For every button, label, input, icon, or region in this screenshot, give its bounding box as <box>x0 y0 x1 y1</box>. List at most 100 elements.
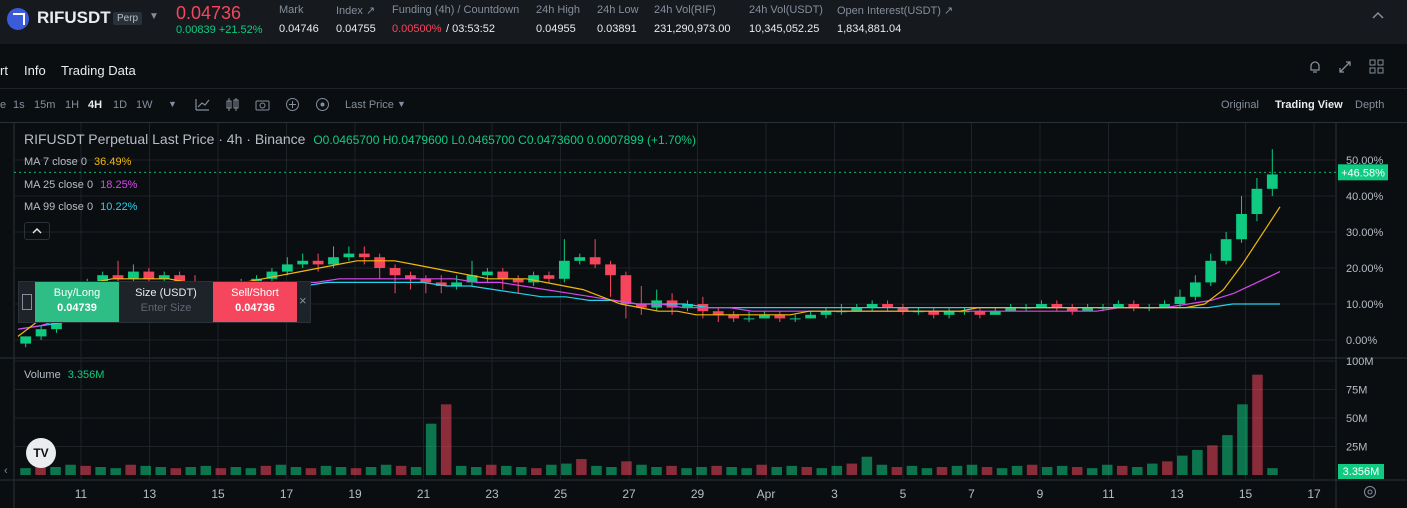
quick-order-panel: Buy/Long 0.04739 Size (USDT) Enter Size … <box>18 281 311 323</box>
candle-body <box>620 275 632 304</box>
candle-body <box>774 314 786 319</box>
volume-bar <box>1177 455 1188 475</box>
price-type-chevron-icon[interactable]: ▼ <box>397 99 406 109</box>
candle-body <box>589 257 601 265</box>
candle-body <box>512 278 524 283</box>
volume-bar <box>320 465 332 475</box>
volume-bar <box>155 467 166 475</box>
volume-bar <box>1086 468 1098 475</box>
tab-chart[interactable]: rt <box>0 63 8 78</box>
sell-short-button[interactable]: Sell/Short 0.04736 <box>213 282 297 322</box>
x-axis-tick-label: 5 <box>900 487 907 501</box>
collapse-icon[interactable] <box>1371 8 1385 22</box>
drag-handle-icon[interactable] <box>22 294 32 310</box>
timeframe-1s[interactable]: 1s <box>13 99 25 111</box>
size-input-box[interactable]: Size (USDT) Enter Size <box>123 282 209 322</box>
y-axis-tick-label: 20.00% <box>1346 263 1384 275</box>
x-axis-tick-label: 17 <box>280 487 294 501</box>
candle-body <box>358 253 370 258</box>
vol-usdt-value: 10,345,052.25 <box>749 23 820 35</box>
chart-type-icon[interactable] <box>225 97 240 112</box>
volume-bar <box>516 467 527 475</box>
volume-bar <box>230 467 242 475</box>
volume-bar <box>1041 467 1053 475</box>
timeframe-4h[interactable]: 4H <box>88 99 103 111</box>
candle-body <box>1174 296 1186 304</box>
volume-bar <box>35 465 46 475</box>
mark-value: 0.04746 <box>279 23 319 35</box>
volume-bar <box>1101 464 1113 475</box>
volume-bar <box>1071 467 1083 475</box>
symbol-dropdown-icon[interactable]: ▼ <box>149 11 159 22</box>
candle-body <box>420 278 432 283</box>
buy-price: 0.04739 <box>57 302 97 314</box>
candle-body <box>1051 304 1063 308</box>
candle-body <box>743 318 755 320</box>
index-label[interactable]: Index ↗ <box>336 5 376 17</box>
volume-bar <box>846 463 858 475</box>
candle-body <box>281 264 293 272</box>
volume-bar <box>981 467 993 475</box>
timeframe-dropdown-icon[interactable]: ▼ <box>168 99 177 109</box>
volume-bar <box>20 468 31 475</box>
candle-body <box>435 282 447 286</box>
perp-badge: Perp <box>113 12 143 25</box>
candle-body <box>1113 304 1124 308</box>
scroll-left-icon[interactable]: ‹ <box>4 465 8 477</box>
mark-label: Mark <box>279 4 304 16</box>
timeframe-15m[interactable]: 15m <box>34 99 56 111</box>
candle-body <box>759 314 770 319</box>
x-axis-tick-label: 21 <box>417 487 431 501</box>
volume-bar <box>275 464 287 475</box>
timeframe-partial[interactable]: e <box>0 99 7 111</box>
candle-body <box>820 311 832 315</box>
close-icon[interactable]: × <box>299 293 307 308</box>
fullscreen-icon[interactable] <box>1338 60 1352 79</box>
bell-icon[interactable] <box>1308 60 1322 79</box>
candle-body <box>35 329 47 337</box>
funding-rate: 0.00500% <box>392 23 442 35</box>
volume-bar <box>501 465 512 475</box>
camera-icon[interactable] <box>255 97 270 112</box>
candle-body <box>574 257 586 261</box>
settings-icon[interactable] <box>315 97 330 112</box>
view-trading-view[interactable]: Trading View <box>1275 99 1343 111</box>
buy-long-button[interactable]: Buy/Long 0.04739 <box>35 282 119 322</box>
timeframe-1h[interactable]: 1H <box>65 99 80 111</box>
timeframe-1d[interactable]: 1D <box>113 99 128 111</box>
legend-symbol: RIFUSDT Perpetual Last Price · 4h · Bina… <box>24 131 306 147</box>
timeframe-1w[interactable]: 1W <box>136 99 153 111</box>
candle-body <box>1266 174 1278 189</box>
volume-bar <box>1267 468 1278 475</box>
candle-body <box>543 275 555 279</box>
candle-body <box>1036 304 1047 308</box>
candle-body <box>1189 282 1201 297</box>
view-depth[interactable]: Depth <box>1355 99 1385 111</box>
volume-bar <box>80 465 91 475</box>
chart-settings-icon[interactable] <box>1363 485 1377 504</box>
layout-grid-icon[interactable] <box>1369 59 1385 80</box>
price-type-select[interactable]: Last Price <box>345 99 394 111</box>
add-icon[interactable] <box>285 97 300 112</box>
volume-bar <box>1116 465 1128 475</box>
tab-info[interactable]: Info <box>24 63 46 78</box>
view-original[interactable]: Original <box>1221 99 1259 111</box>
size-input[interactable]: Enter Size <box>140 302 192 314</box>
funding-label: Funding (4h) / Countdown <box>392 4 520 16</box>
volume-bar <box>771 467 782 475</box>
volume-axis-tick-label: 50M <box>1346 413 1367 425</box>
tradingview-logo[interactable]: TV <box>26 438 56 468</box>
ma7-label: MA 7 close 0 <box>24 156 87 168</box>
indicator-icon[interactable] <box>195 97 210 112</box>
volume-bar <box>95 467 106 475</box>
volume-bar <box>696 467 707 475</box>
volume-bar <box>440 404 452 475</box>
x-axis-tick-label: 27 <box>622 487 636 501</box>
legend-collapse-button[interactable] <box>24 222 50 240</box>
tab-trading-data[interactable]: Trading Data <box>61 63 136 78</box>
volume-bar <box>636 464 647 475</box>
volume-bar <box>50 467 61 475</box>
candle-body <box>712 311 724 315</box>
open-interest-label[interactable]: Open Interest(USDT) ↗ <box>837 5 954 17</box>
symbol-name[interactable]: RIFUSDT <box>37 8 111 27</box>
